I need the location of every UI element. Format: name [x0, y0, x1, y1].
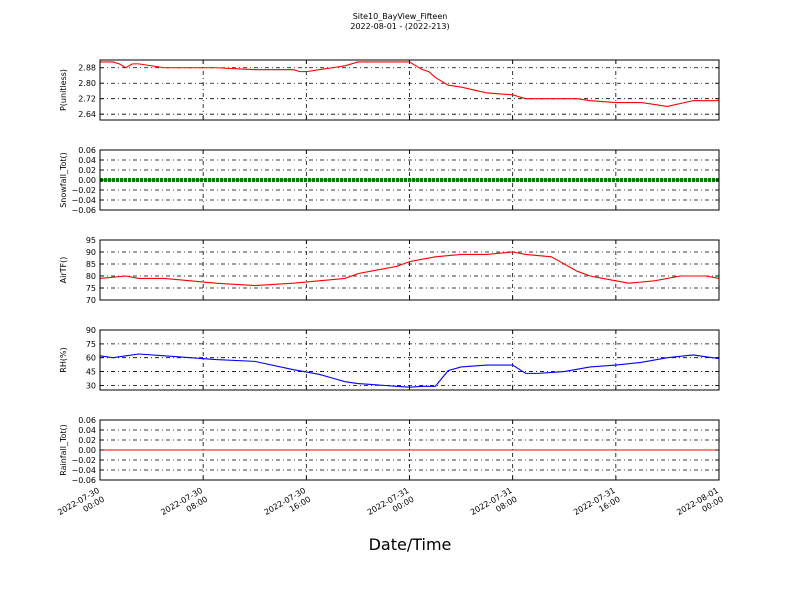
y-tick-label: 0.04	[78, 156, 96, 165]
y-tick-label: 0.06	[78, 416, 96, 425]
y-tick-label: 0.02	[78, 166, 96, 175]
y-tick-label: −0.04	[71, 466, 96, 475]
x-tick-label: 2022-08-0100:00	[675, 486, 725, 526]
series-line	[100, 61, 719, 108]
y-tick-label: 0.02	[78, 436, 96, 445]
y-axis-label: Snowfall_Tot()	[59, 152, 68, 208]
x-tick-labels: 2022-07-3000:00 2022-07-3008:00 2022-07-30…	[56, 486, 725, 526]
y-tick-label: 2.72	[78, 95, 96, 104]
grid	[99, 329, 720, 390]
subplot-3: 95 90 85 80 75 70 AirTF()	[59, 236, 720, 305]
subplot-4: 90 75 60 45 30 RH(%)	[59, 326, 720, 391]
y-tick-label: 0.04	[78, 426, 96, 435]
y-tick-label: 75	[86, 284, 96, 293]
subplot-5: 0.060.040.020.00−0.02−0.04−0.06Rainfall_…	[59, 416, 720, 485]
series-line	[100, 251, 719, 287]
figure-title-line1: Site10_BayView_Fifteen	[353, 12, 448, 21]
y-tick-label: 95	[86, 236, 96, 245]
y-tick-label: −0.02	[71, 456, 96, 465]
figure-title-line2: 2022-08-01 - (2022-213)	[350, 22, 449, 31]
y-tick-label: 2.80	[78, 79, 96, 88]
y-axis-label: RH(%)	[59, 347, 68, 372]
y-axis-label: P(unitless)	[59, 69, 68, 111]
y-tick-label: 75	[86, 340, 96, 349]
y-tick-label: 90	[86, 248, 96, 257]
y-tick-label: 85	[86, 260, 96, 269]
subplots: 2.642.722.802.88P(unitless)0.060.040.020…	[59, 59, 720, 485]
y-tick-label: 90	[86, 326, 96, 335]
x-tick-label: 2022-07-3008:00	[159, 486, 209, 526]
y-tick-label: −0.02	[71, 186, 96, 195]
y-tick-label: 0.00	[78, 176, 96, 185]
x-tick-label: 2022-07-3000:00	[56, 486, 106, 526]
y-tick-label: −0.04	[71, 196, 96, 205]
y-axis-label: Rainfall_Tot()	[59, 424, 68, 476]
y-tick-label: 70	[86, 296, 96, 305]
x-tick-label: 2022-07-3116:00	[572, 486, 622, 526]
y-tick-label: 0.06	[78, 146, 96, 155]
y-tick-label: 60	[86, 354, 96, 363]
x-tick-label: 2022-07-3100:00	[366, 486, 416, 526]
y-tick-label: 2.64	[78, 110, 96, 119]
grid	[99, 239, 720, 301]
series-line	[100, 353, 719, 388]
x-tick-label: 2022-07-3108:00	[469, 486, 519, 526]
y-tick-label: −0.06	[71, 206, 96, 215]
y-tick-label: −0.06	[71, 476, 96, 485]
subplot-1: 2.64 2.72 2.80 2.88 P(unitless)	[59, 59, 720, 121]
y-tick-label: 80	[86, 272, 96, 281]
y-tick-label: 0.00	[78, 446, 96, 455]
y-tick-label: 30	[86, 381, 96, 390]
x-axis-label: Date/Time	[369, 535, 452, 554]
y-tick-label: 45	[86, 368, 96, 377]
y-tick-label: 2.88	[78, 64, 96, 73]
y-axis-label: AirTF()	[59, 257, 68, 284]
grid	[99, 60, 720, 120]
x-tick-label: 2022-07-3016:00	[263, 486, 313, 526]
subplot-2: 0.060.040.020.00−0.02−0.04−0.06Snowfall_…	[59, 146, 720, 215]
